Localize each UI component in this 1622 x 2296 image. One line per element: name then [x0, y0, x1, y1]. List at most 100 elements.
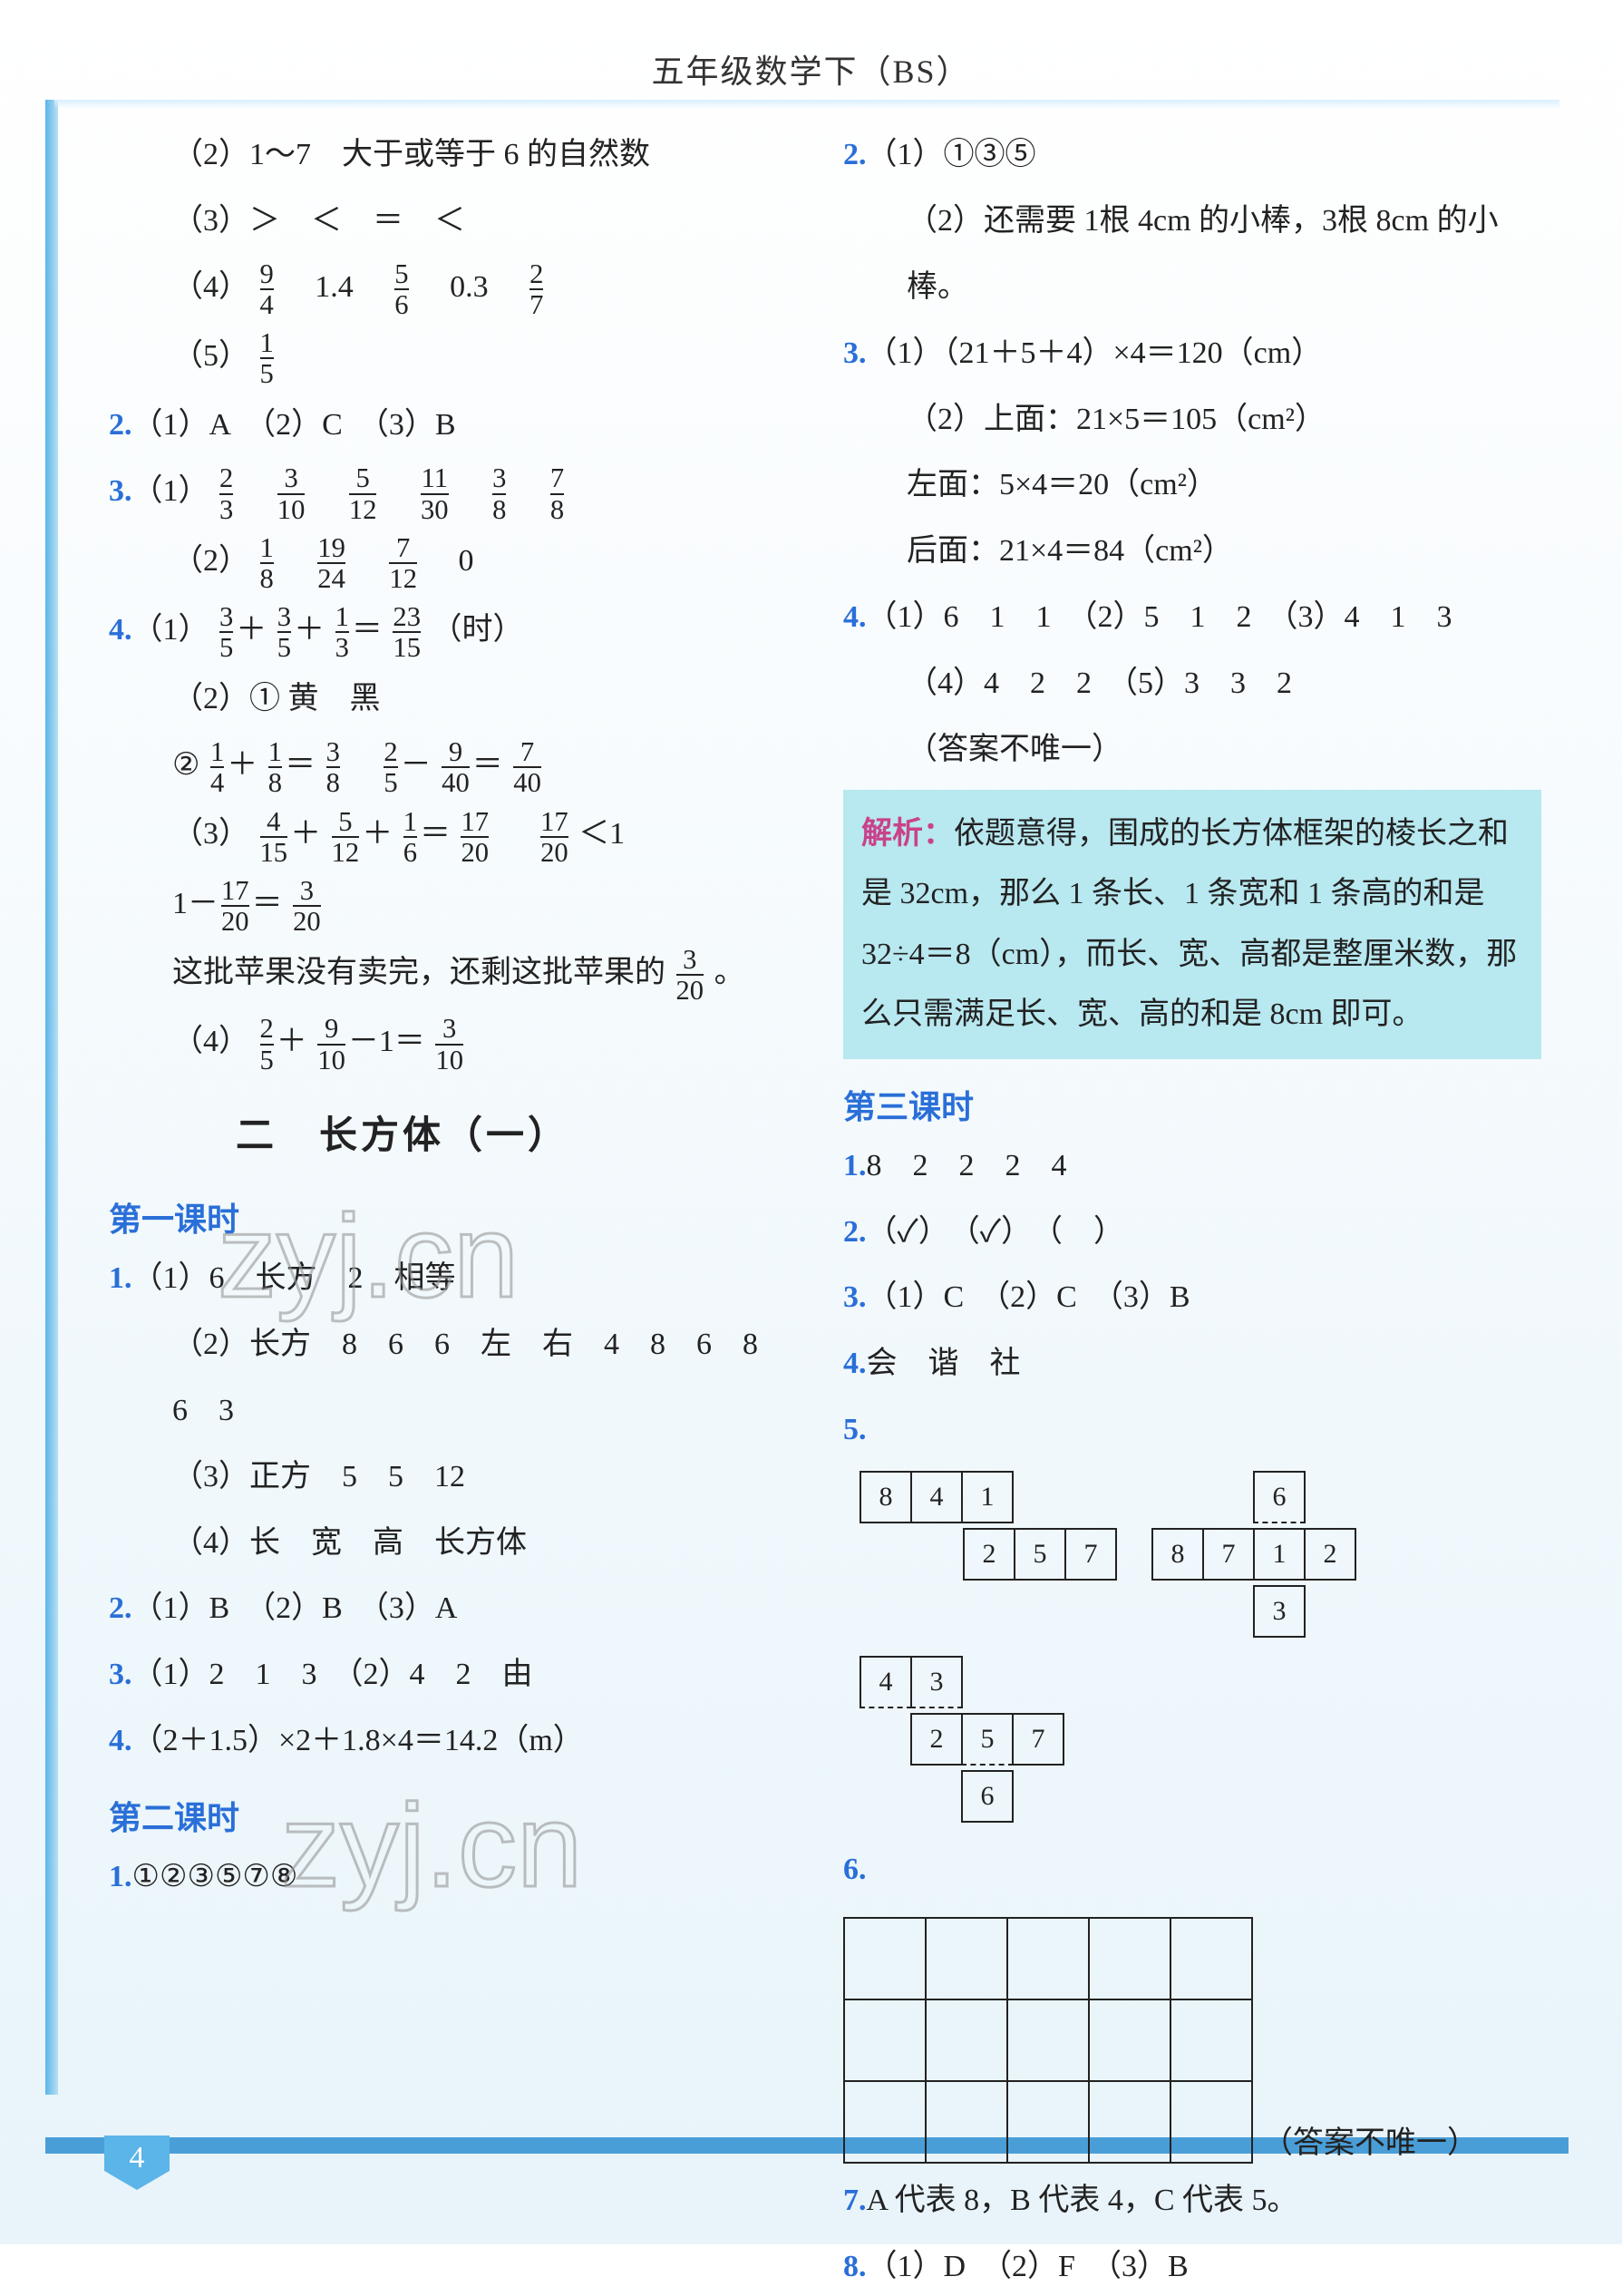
- analysis-box: 解析：依题意得，围成的长方体框架的棱长之和是 32cm，那么 1 条长、1 条宽…: [843, 790, 1541, 1059]
- text: 会 谐 社: [867, 1347, 1021, 1380]
- fraction: 16: [403, 807, 417, 867]
- net3: 43 257 6: [843, 1658, 1541, 1829]
- text: A 代表 8，B 代表 4，C 代表 5。: [867, 2184, 1298, 2217]
- item: 4.会 谐 社: [843, 1336, 1541, 1393]
- item: 4.（1）6 1 1 （2）5 1 2 （3）4 1 3: [843, 589, 1541, 647]
- cell: 5: [961, 1713, 1014, 1766]
- border-left: [45, 100, 58, 2095]
- fraction: 320: [293, 876, 321, 936]
- left-column: （2）1～7 大于或等于 6 的自然数 （3）＞ ＜ ＝ ＜ （4） 94 1.…: [109, 127, 807, 2077]
- q-num: 4.: [843, 1347, 867, 1380]
- item: ② 14＋ 18＝ 38 25－ 940＝ 740: [109, 737, 807, 797]
- prefix: （4）: [172, 270, 249, 304]
- fraction: 13: [335, 602, 349, 662]
- item: 6.: [843, 1842, 1541, 1899]
- cell: 1: [961, 1471, 1014, 1523]
- text: ＜1: [578, 817, 625, 851]
- prefix: （3）: [172, 817, 249, 851]
- fraction: 78: [550, 463, 564, 523]
- item: 1－1720＝ 320: [109, 876, 807, 936]
- fraction: 415: [260, 807, 288, 867]
- item: 4.（1） 35＋ 35＋ 13＝ 2315 （时）: [109, 602, 807, 662]
- item: （3）＞ ＜ ＝ ＜: [109, 193, 807, 250]
- fraction: 712: [389, 533, 417, 593]
- item: （2）1～7 大于或等于 6 的自然数: [109, 127, 807, 184]
- item: （3） 415＋ 512＋ 16＝ 1720 1720 ＜1: [109, 806, 807, 866]
- fraction: 940: [442, 737, 470, 797]
- prefix: （1）: [132, 613, 209, 647]
- grid-diagram: [843, 1917, 1253, 2164]
- fraction: 740: [513, 737, 541, 797]
- q-num: 4.: [843, 600, 867, 634]
- cell: 8: [1151, 1528, 1204, 1581]
- text: （✓） （✓） （ ）: [867, 1215, 1124, 1249]
- fraction: 1720: [221, 876, 249, 936]
- q-num: 1.: [109, 1860, 132, 1893]
- item: （答案不唯一）: [843, 722, 1541, 779]
- fraction: 27: [529, 259, 543, 319]
- fraction: 94: [260, 259, 274, 319]
- text: （1）6 长方 2 相等: [132, 1261, 456, 1295]
- fraction: 910: [317, 1014, 345, 1074]
- cell: 2: [1304, 1528, 1356, 1581]
- cell: 7: [1202, 1528, 1255, 1581]
- fraction: 25: [260, 1014, 274, 1074]
- section-title: 第一课时: [109, 1190, 807, 1250]
- item: 3.（1）C （2）C （3）B: [843, 1270, 1541, 1327]
- net-diagram-row: 841 257 6 8712 3: [843, 1473, 1541, 1644]
- right-column: 2.（1）①③⑤ （2）还需要 1根 4cm 的小棒，3根 8cm 的小 棒。 …: [843, 127, 1541, 2077]
- cell: 7: [1064, 1528, 1117, 1581]
- section-title: 第二课时: [109, 1788, 807, 1849]
- item: （4）长 宽 高 长方体: [109, 1515, 807, 1572]
- chapter-title: 二 长方体（一）: [236, 1102, 807, 1172]
- item: 1.8 2 2 2 4: [843, 1138, 1541, 1195]
- fraction: 23: [219, 463, 233, 523]
- cell: 3: [1253, 1585, 1306, 1638]
- text: （时）: [431, 613, 523, 647]
- text: ①②③⑤⑦⑧: [132, 1860, 298, 1893]
- fraction: 1720: [461, 807, 489, 867]
- cell: 5: [1014, 1528, 1066, 1581]
- fraction: 1130: [421, 463, 449, 523]
- fraction: 512: [332, 807, 360, 867]
- prefix: （1）: [132, 474, 209, 508]
- q-num: 3.: [843, 336, 867, 370]
- cell: 2: [910, 1713, 963, 1766]
- text: 。: [714, 956, 745, 989]
- item: 3.（1）2 1 3 （2）4 2 由: [109, 1647, 807, 1704]
- q-num: 7.: [843, 2184, 867, 2217]
- fraction: 35: [277, 602, 291, 662]
- q-num: 1.: [109, 1261, 132, 1295]
- q-num: 3.: [109, 474, 132, 508]
- text: 0.3: [419, 270, 520, 304]
- grid-row: （答案不唯一）: [843, 1908, 1541, 2173]
- fraction: 310: [435, 1014, 463, 1074]
- text: 1.4: [284, 270, 384, 304]
- cell: 1: [1253, 1528, 1306, 1581]
- text: （1）A （2）C （3）B: [132, 408, 456, 442]
- q-num: 2.: [109, 1591, 132, 1625]
- item: （4）4 2 2 （5）3 3 2: [843, 656, 1541, 713]
- text: （答案不唯一）: [1262, 2116, 1478, 2173]
- cell: 4: [910, 1471, 963, 1523]
- fraction: 38: [492, 463, 506, 523]
- prefix: （4）: [172, 1025, 249, 1058]
- page-number: 4: [104, 2135, 170, 2190]
- item: 7.A 代表 8，B 代表 4，C 代表 5。: [843, 2173, 1541, 2230]
- text: （1）C （2）C （3）B: [867, 1280, 1190, 1314]
- prefix: （5）: [172, 339, 249, 373]
- border-top: [54, 100, 1559, 109]
- item: （2）还需要 1根 4cm 的小棒，3根 8cm 的小: [843, 193, 1541, 250]
- section-title: 第三课时: [843, 1077, 1541, 1138]
- fraction: 320: [676, 945, 704, 1005]
- item: 2.（1）①③⑤: [843, 127, 1541, 184]
- text: [500, 817, 530, 851]
- cell: 6: [961, 1770, 1014, 1823]
- cell: 2: [963, 1528, 1015, 1581]
- item: 6 3: [109, 1383, 807, 1440]
- text: （2＋1.5）×2＋1.8×4＝14.2（m）: [132, 1724, 584, 1757]
- item: 2.（1）B （2）B （3）A: [109, 1581, 807, 1638]
- item: 8.（1）D （2）F （3）B: [843, 2239, 1541, 2296]
- item: （3）正方 5 5 12: [109, 1449, 807, 1506]
- item: （2）上面：21×5＝105（cm²）: [843, 392, 1541, 449]
